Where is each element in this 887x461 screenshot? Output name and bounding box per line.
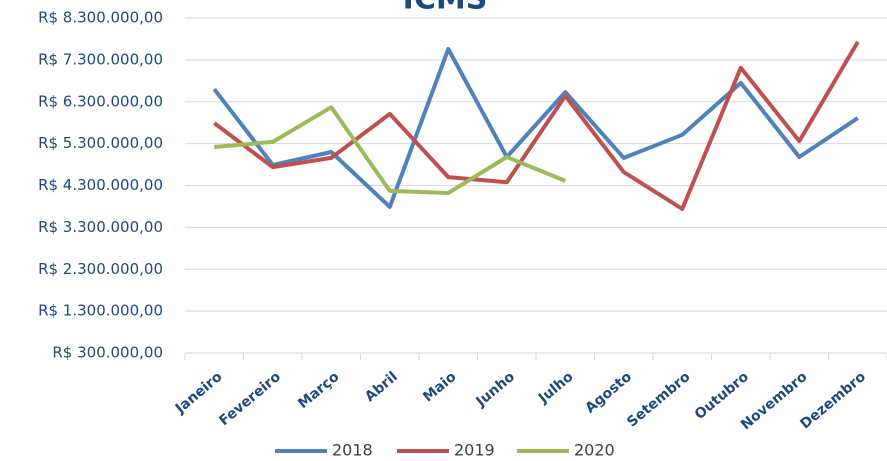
x-tick-label: Abril (362, 369, 401, 405)
x-tick-label: Março (295, 369, 343, 412)
y-tick-label: R$ 4.300.000,00 (38, 176, 163, 194)
chart-title: ICMS (403, 0, 488, 17)
y-tick-label: R$ 2.300.000,00 (38, 260, 163, 278)
series-line (212, 47, 859, 209)
y-tick-label: R$ 6.300.000,00 (38, 92, 163, 110)
x-tick-label: Setembro (624, 369, 693, 431)
y-tick-label: R$ 300.000,00 (52, 344, 163, 362)
y-tick-label: R$ 1.300.000,00 (38, 302, 163, 320)
y-tick-label: R$ 3.300.000,00 (38, 218, 163, 236)
x-tick-label: Fevereiro (216, 369, 284, 430)
x-tick-label: Agosto (582, 369, 635, 417)
series-line (214, 105, 567, 195)
x-tick-label: Maio (420, 369, 460, 406)
legend-label: 2019 (454, 441, 495, 460)
x-tick-label: Outubro (692, 369, 752, 423)
legend-label: 2020 (574, 441, 615, 460)
x-tick-label: Dezembro (797, 369, 869, 433)
y-tick-label: R$ 8.300.000,00 (38, 9, 163, 27)
y-tick-label: R$ 7.300.000,00 (38, 50, 163, 68)
x-tick-label: Julho (535, 369, 577, 408)
x-tick-label: Janeiro (172, 369, 226, 418)
series-line (213, 40, 860, 211)
y-tick-label: R$ 5.300.000,00 (38, 134, 163, 152)
x-tick-label: Junho (473, 369, 519, 411)
legend-label: 2018 (332, 441, 373, 460)
